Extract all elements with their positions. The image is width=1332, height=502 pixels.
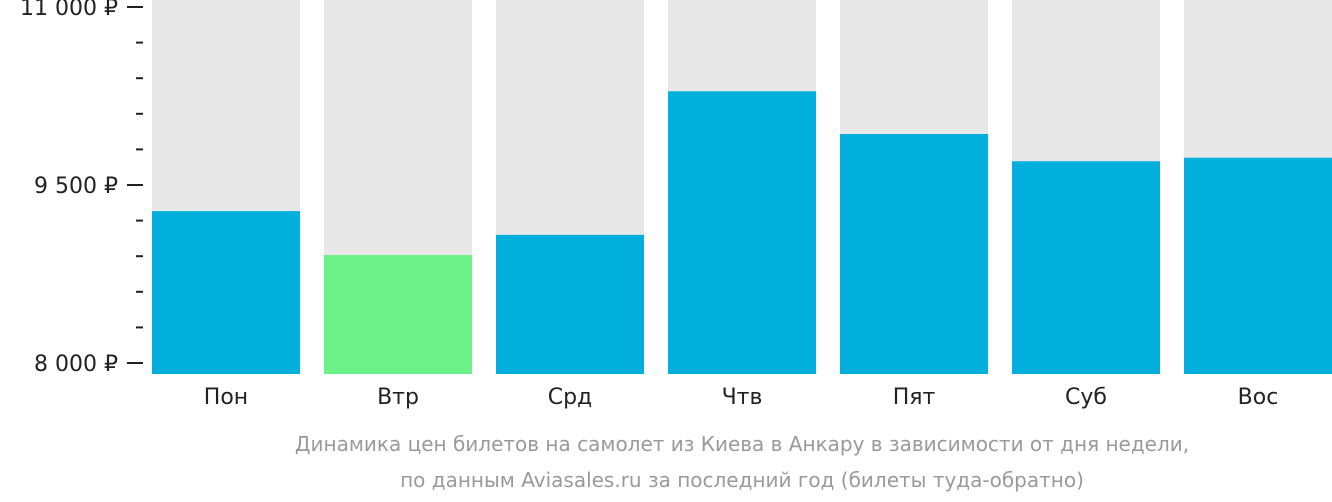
y-tick-label-2: 9 500 ₽ — [34, 174, 118, 199]
x-tick-label-5: Пят — [893, 385, 936, 410]
bar-2 — [324, 255, 472, 374]
y-tick-label-1: 8 000 ₽ — [34, 352, 118, 377]
bar-6 — [1012, 161, 1160, 374]
chart-caption: Динамика цен билетов на самолет из Киева… — [295, 432, 1189, 492]
bar-7 — [1184, 157, 1332, 374]
bar-1 — [152, 211, 300, 374]
y-tick-label-3: 11 000 ₽ — [20, 0, 118, 21]
bars — [152, 91, 1332, 375]
x-tick-label-1: Пон — [204, 385, 248, 410]
x-axis: Пон Втр Срд Чтв Пят Суб Вос — [204, 385, 1279, 410]
x-tick-label-7: Вос — [1238, 385, 1279, 410]
x-tick-label-6: Суб — [1065, 385, 1107, 410]
caption-line-1: Динамика цен билетов на самолет из Киева… — [295, 432, 1189, 456]
x-tick-label-3: Срд — [548, 385, 593, 410]
x-tick-label-4: Чтв — [722, 385, 763, 410]
caption-line-2: по данным Aviasales.ru за последний год … — [400, 468, 1084, 492]
bar-3 — [496, 234, 644, 374]
bar-4 — [668, 91, 816, 375]
y-axis: 8 000 ₽ 9 500 ₽ 11 000 ₽ — [20, 0, 143, 377]
bar-5 — [840, 133, 988, 374]
x-tick-label-2: Втр — [377, 385, 419, 410]
